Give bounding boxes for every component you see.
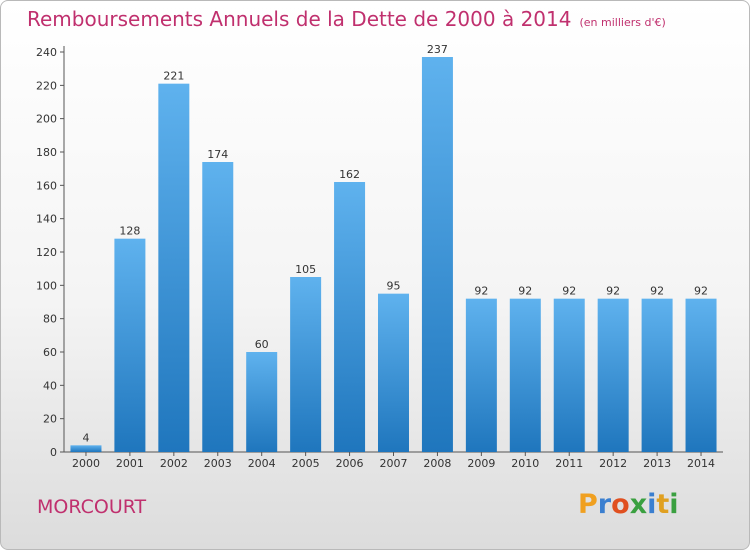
bar	[114, 238, 146, 452]
chart-title: Remboursements Annuels de la Dette de 20…	[27, 7, 572, 31]
y-tick-label: 60	[43, 346, 57, 359]
y-tick-label: 160	[36, 179, 57, 192]
logo-letter: i	[669, 489, 679, 520]
bar	[553, 298, 585, 452]
bar	[378, 293, 409, 452]
data-label: 95	[387, 280, 401, 293]
bar	[202, 162, 234, 452]
y-tick-label: 0	[50, 446, 57, 459]
logo-letter: t	[656, 489, 670, 520]
x-tick-label: 2001	[116, 457, 144, 470]
proxiti-logo: Proxiti	[578, 489, 679, 520]
bar	[70, 445, 102, 452]
x-tick-label: 2004	[248, 457, 276, 470]
data-label: 92	[606, 285, 620, 298]
x-tick-label: 2011	[555, 457, 583, 470]
data-label: 162	[339, 168, 360, 181]
data-label: 92	[562, 285, 576, 298]
y-tick-label: 100	[36, 279, 57, 292]
x-tick-label: 2009	[467, 457, 495, 470]
y-tick-label: 180	[36, 146, 57, 159]
data-label: 60	[255, 338, 269, 351]
bar	[334, 182, 366, 452]
x-tick-label: 2008	[423, 457, 451, 470]
bar	[597, 298, 629, 452]
x-tick-label: 2007	[380, 457, 408, 470]
logo-letter: r	[597, 489, 612, 520]
data-label: 221	[163, 70, 184, 83]
labels: 2000 4 2001 128 2002 221 2003 174 2004 60 2005 105 2…	[72, 43, 715, 470]
logo-letter: i	[647, 489, 657, 520]
x-tick-label: 2014	[687, 457, 715, 470]
chart-subtitle: (en milliers d'€)	[579, 16, 666, 29]
logo-letter: P	[578, 489, 598, 520]
bar	[158, 83, 190, 453]
bar	[685, 298, 717, 452]
x-tick-label: 2013	[643, 457, 671, 470]
y-tick-label: 120	[36, 246, 57, 259]
bar	[290, 277, 322, 452]
data-label: 128	[119, 225, 140, 238]
bar	[246, 352, 278, 452]
city-name: MORCOURT	[37, 496, 147, 518]
y-tick-label: 80	[43, 313, 57, 326]
x-tick-label: 2010	[511, 457, 539, 470]
data-label: 4	[82, 431, 89, 444]
data-label: 92	[650, 285, 664, 298]
x-tick-label: 2000	[72, 457, 100, 470]
bar	[641, 298, 673, 452]
y-tick-label: 220	[36, 79, 57, 92]
data-label: 92	[518, 285, 532, 298]
bar	[509, 298, 541, 452]
chart-title-block: Remboursements Annuels de la Dette de 20…	[27, 7, 666, 31]
x-tick-label: 2005	[292, 457, 320, 470]
x-tick-label: 2002	[160, 457, 188, 470]
data-label: 92	[474, 285, 488, 298]
bars	[70, 57, 717, 453]
y-tick-label: 40	[43, 379, 57, 392]
data-label: 237	[427, 43, 448, 56]
x-tick-label: 2003	[204, 457, 232, 470]
x-tick-label: 2006	[336, 457, 364, 470]
y-tick-label: 240	[36, 46, 57, 59]
logo-letter: x	[629, 489, 648, 520]
bar	[465, 298, 497, 452]
y-tick-label: 20	[43, 413, 57, 426]
bar	[421, 57, 453, 452]
y-tick-label: 200	[36, 113, 57, 126]
x-tick-label: 2012	[599, 457, 627, 470]
y-tick-label: 140	[36, 213, 57, 226]
data-label: 105	[295, 263, 316, 276]
data-label: 92	[694, 285, 708, 298]
data-label: 174	[207, 148, 228, 161]
logo-letter: o	[611, 489, 630, 520]
